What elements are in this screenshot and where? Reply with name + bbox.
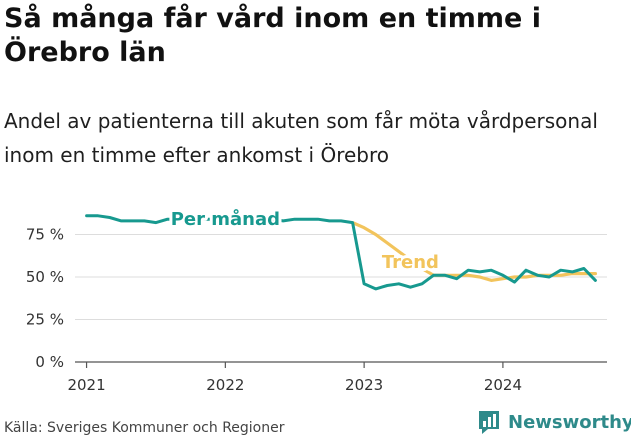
x-tick-label: 2021 <box>67 376 105 394</box>
series-label-per-manad: Per månad <box>171 208 280 230</box>
series-label-per-manad-halo: Per månad <box>171 208 280 230</box>
brand-logo[interactable]: Newsworthy <box>476 409 631 435</box>
y-tick-label: 0 % <box>35 353 64 371</box>
chart-subtitle: Andel av patienterna till akuten som får… <box>4 109 598 167</box>
y-tick-label: 25 % <box>26 311 64 329</box>
x-tick-label: 2022 <box>206 376 244 394</box>
y-tick-label: 50 % <box>26 268 64 286</box>
brand-name: Newsworthy <box>508 411 631 433</box>
newsworthy-logo-icon <box>479 411 499 434</box>
series-label-trend-halo: Trend <box>382 252 439 273</box>
series-lines <box>85 214 597 291</box>
x-tick-label: 2023 <box>345 376 383 394</box>
series-label-trend: Trend <box>382 252 439 273</box>
source-note: Källa: Sveriges Kommuner och Regioner <box>4 420 285 436</box>
y-tick-label: 75 % <box>26 226 64 244</box>
axes: 0 % 25 % 50 % 75 % 2021 2022 2023 2024 <box>26 226 607 394</box>
series-line-per-manad <box>85 214 597 291</box>
x-tick-label: 2024 <box>484 376 522 394</box>
chart-title: Så många får vård inom en timme i Örebro… <box>4 3 542 68</box>
